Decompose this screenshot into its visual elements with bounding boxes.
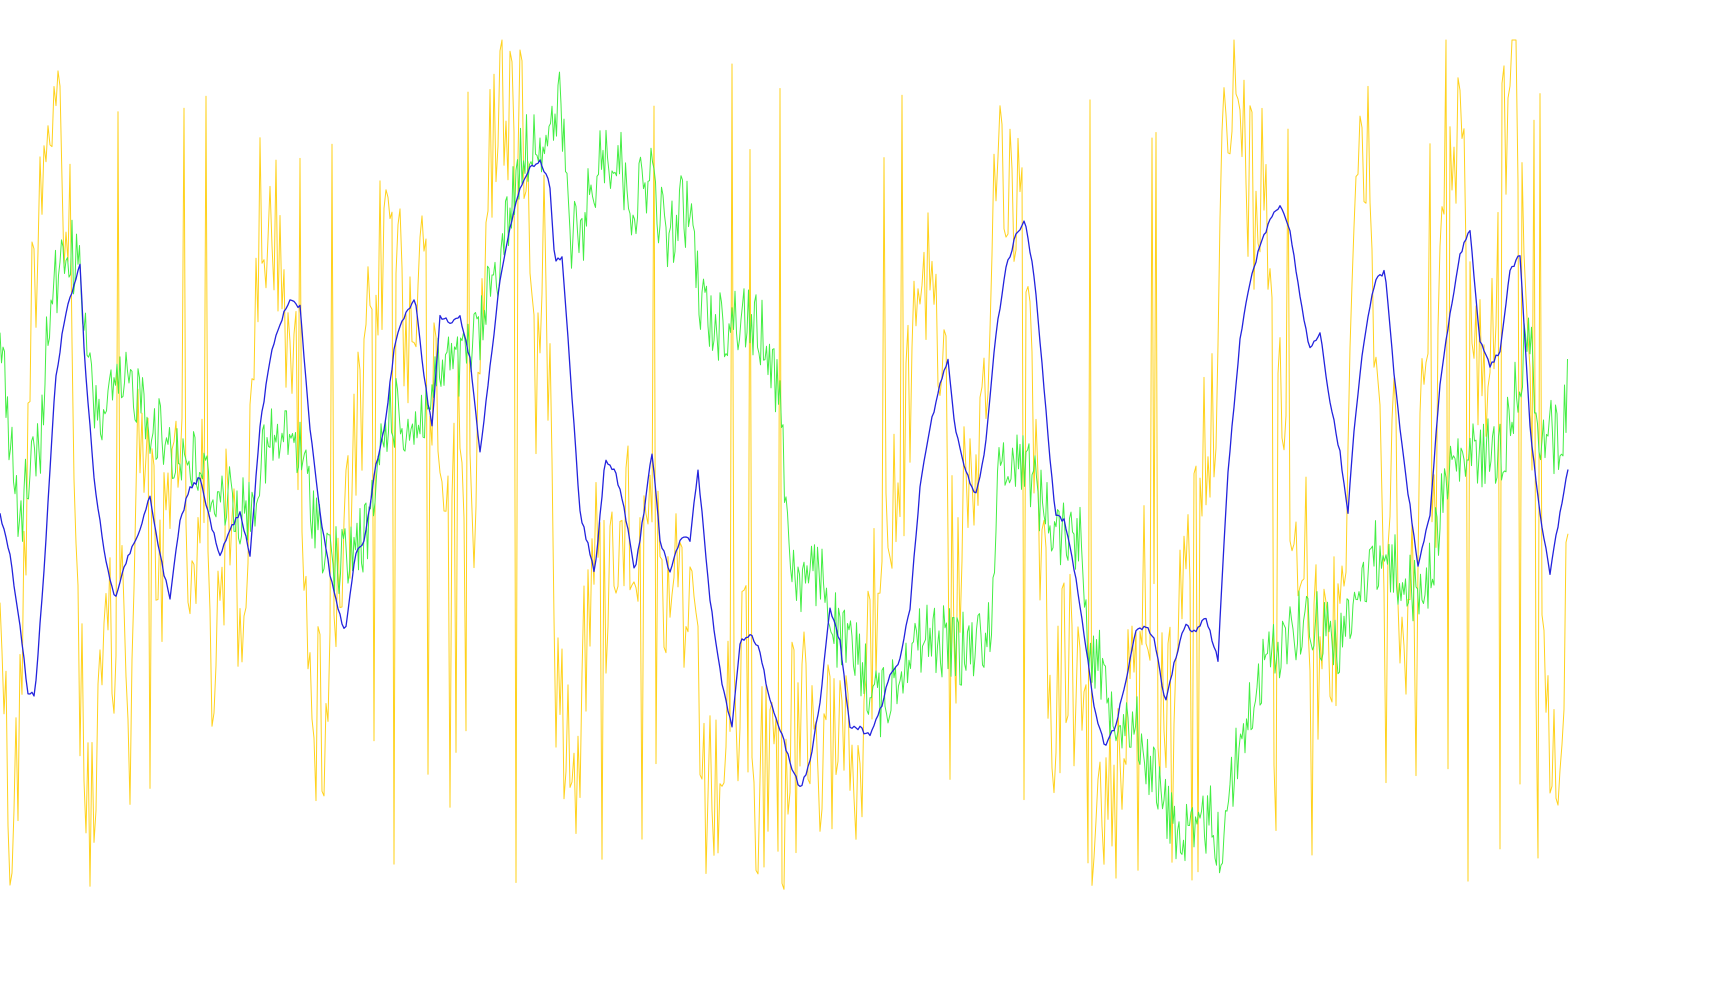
series-layer: [0, 39, 1569, 890]
series-line-2: [0, 71, 1568, 874]
series-line-1: [0, 39, 1569, 890]
series-line-3: [0, 159, 1569, 788]
